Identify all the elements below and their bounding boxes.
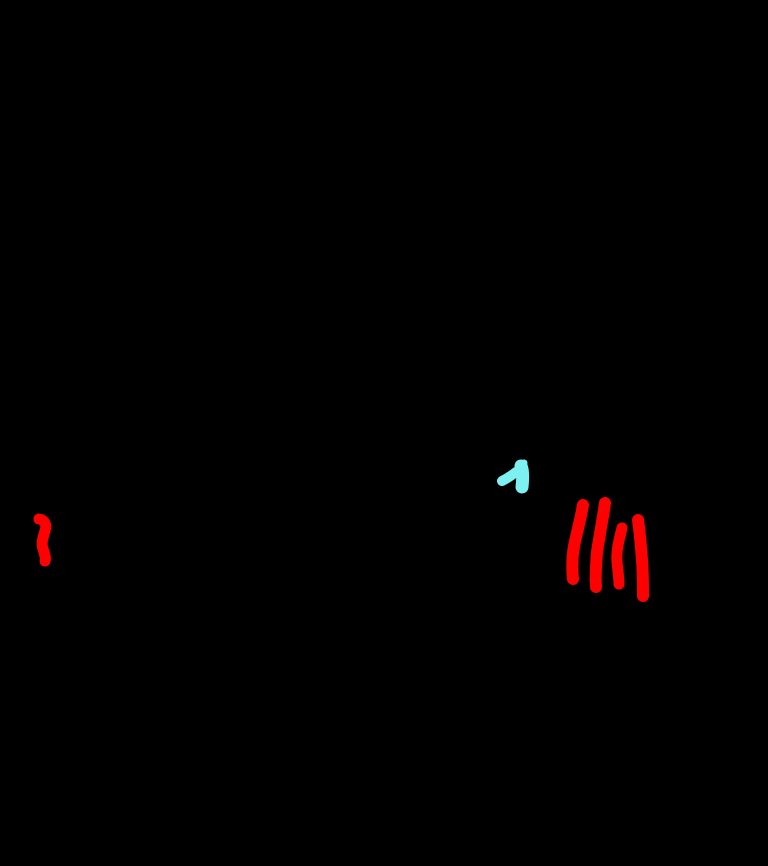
- red-tally-stroke-2: [589, 497, 611, 593]
- red-tally-stroke-4: [632, 514, 649, 602]
- cyan-mark-bar: [514, 459, 530, 494]
- red-tally-stroke-3: [611, 522, 628, 590]
- cyan-mark-arm: [497, 467, 521, 486]
- red-squiggle-left: [33, 513, 52, 567]
- red-tally-stroke-1: [566, 499, 589, 585]
